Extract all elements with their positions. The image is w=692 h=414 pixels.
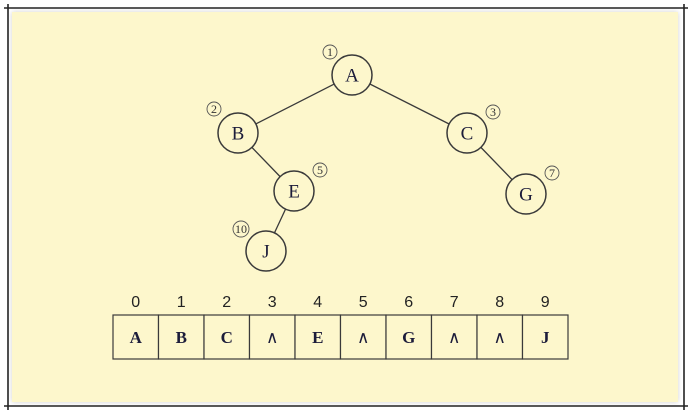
node-circle-B (217, 112, 259, 154)
node-circle-E (273, 170, 315, 212)
order-number-G: 7 (549, 166, 555, 180)
array-cell-1: B (157, 314, 205, 360)
order-badge-E (312, 162, 328, 178)
empty-slot-symbol: ∧ (448, 328, 460, 348)
node-circle-C (446, 112, 488, 154)
order-number-B: 2 (211, 102, 217, 116)
array-cell-0: A (112, 314, 160, 360)
array-cell-box (294, 314, 342, 360)
array-cell-2: C (203, 314, 251, 360)
array-cell-value: G (402, 328, 415, 347)
array-index-label: 3 (268, 294, 277, 311)
array-cell-box (248, 314, 296, 360)
array-index-label: 8 (495, 294, 504, 311)
array-index-label: 7 (450, 294, 459, 311)
array-cell-value: A (130, 328, 143, 347)
array-cell-box (521, 314, 569, 360)
node-circle-A (331, 54, 373, 96)
array-cell-9: J (521, 314, 569, 360)
node-circle-J (245, 230, 287, 272)
array-cell-value: E (312, 328, 323, 347)
node-label-E: E (288, 182, 300, 203)
tree-edges (251, 83, 513, 234)
tree-node-A: A1 (322, 44, 373, 96)
array-cell-8: ∧ (476, 314, 524, 360)
order-number-E: 5 (317, 163, 323, 177)
order-badge-A (322, 44, 338, 60)
edge-A-B (255, 83, 335, 125)
array-cell-6: G (385, 314, 433, 360)
array-cell-box (203, 314, 251, 360)
array-cell-3: ∧ (248, 314, 296, 360)
array-cell-box (385, 314, 433, 360)
array-index-label: 0 (131, 294, 140, 311)
array-cell-box (112, 314, 160, 360)
tree-node-G: G7 (505, 165, 560, 215)
edge-B-E (251, 146, 281, 178)
node-circle-G (505, 173, 547, 215)
order-number-A: 1 (327, 45, 333, 59)
order-badge-B (206, 101, 222, 117)
array-index-label: 4 (313, 294, 322, 311)
array-cell-box (430, 314, 478, 360)
edge-E-J (273, 208, 287, 234)
order-badge-C (485, 104, 501, 120)
array-cell-value: J (541, 328, 550, 347)
tree-node-B: B2 (206, 101, 259, 154)
array-index-label: 1 (177, 294, 186, 311)
empty-slot-symbol: ∧ (357, 328, 369, 348)
tree-node-J: J 10 (232, 220, 287, 272)
empty-slot-symbol: ∧ (266, 328, 278, 348)
order-number-C: 3 (490, 105, 496, 119)
node-label-G: G (519, 185, 533, 206)
edge-C-G (480, 146, 513, 181)
order-badge-J (232, 220, 250, 238)
array-cell-box (476, 314, 524, 360)
sequential-storage-array: A 0 B 1 C 2 ∧ 3 E 4 ∧ 5 G 6 ∧ 7 ∧ 8 J 9 (112, 294, 569, 360)
node-label-B: B (232, 124, 245, 145)
array-cell-4: E (294, 314, 342, 360)
array-cell-5: ∧ (339, 314, 387, 360)
frame-lines (4, 4, 688, 410)
array-cell-value: C (221, 328, 233, 347)
node-label-C: C (461, 124, 474, 145)
order-badge-G (544, 165, 560, 181)
array-cell-value: B (176, 328, 187, 347)
tree-node-C: C3 (446, 104, 501, 154)
array-index-label: 6 (404, 294, 413, 311)
order-number-J: 10 (235, 222, 247, 236)
array-cell-7: ∧ (430, 314, 478, 360)
edge-A-C (369, 83, 450, 125)
array-index-label: 2 (222, 294, 231, 311)
node-label-J: J (262, 242, 269, 263)
node-label-A: A (345, 66, 359, 87)
empty-slot-symbol: ∧ (494, 328, 506, 348)
tree-node-E: E5 (273, 162, 328, 212)
array-index-label: 9 (541, 294, 550, 311)
array-index-label: 5 (359, 294, 368, 311)
